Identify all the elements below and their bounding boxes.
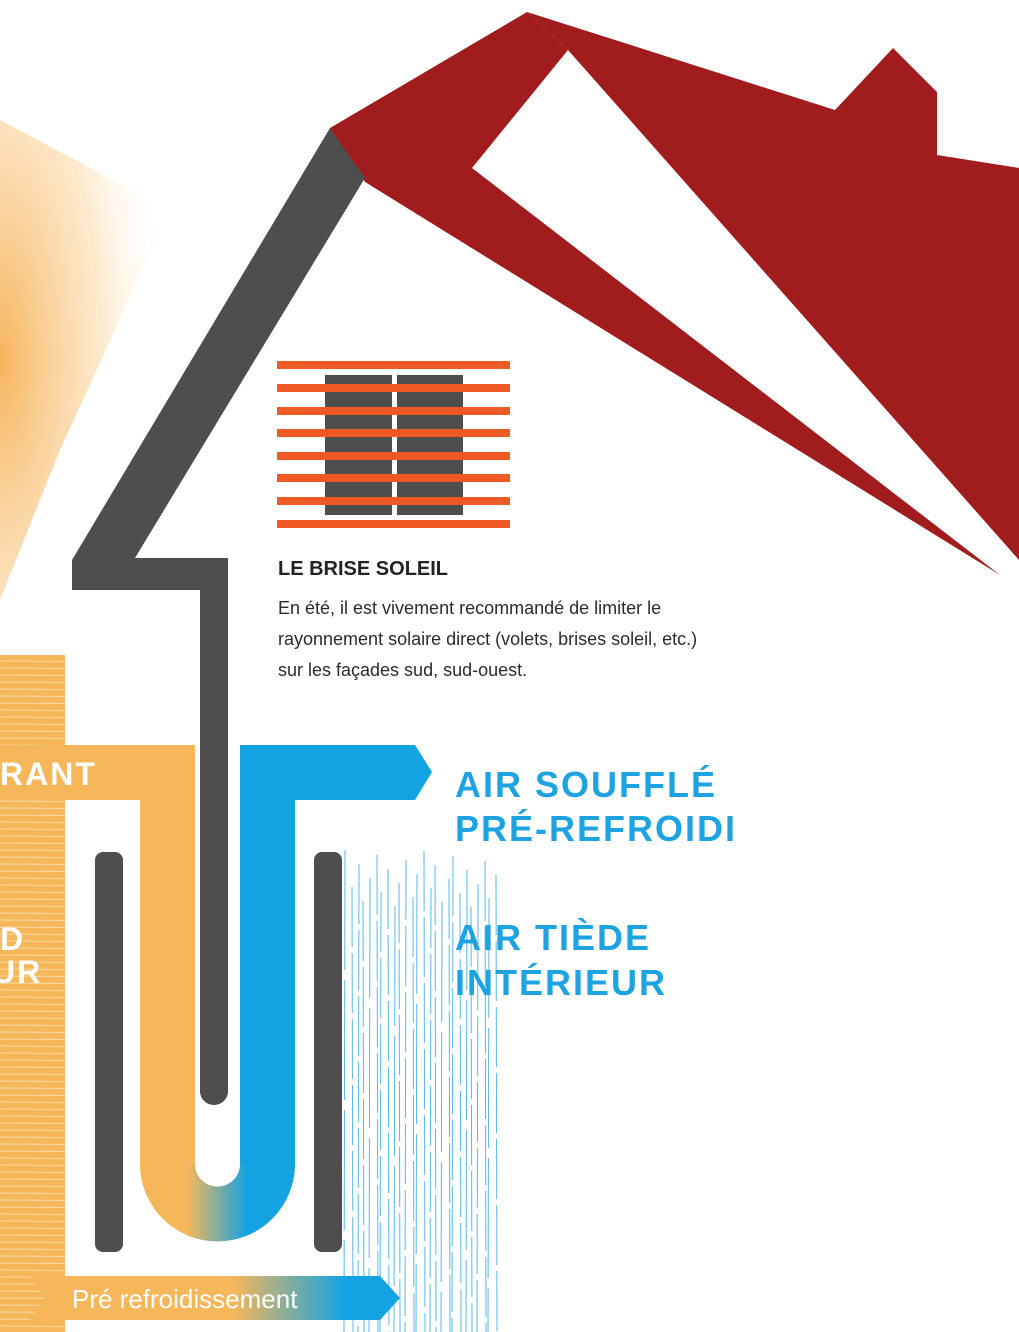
air-line: [379, 891, 382, 1332]
roof-back: [527, 12, 1019, 560]
outlet-pipe: [240, 770, 295, 1165]
bottom-label: Pré refroidissement: [72, 1284, 298, 1314]
air-line: [362, 900, 365, 1332]
interior-air-lines: [343, 849, 498, 1332]
air-line: [351, 886, 354, 1332]
air-line: [434, 864, 437, 1332]
air-line: [387, 868, 390, 1332]
intake-pipe: [140, 745, 195, 1165]
air-line: [476, 883, 479, 1332]
cut-label: UR: [0, 954, 42, 990]
ground-wall: [314, 852, 342, 1252]
air-line: [465, 869, 468, 1332]
paragraph-line: rayonnement solaire direct (volets, bris…: [278, 629, 697, 649]
air-line: [343, 849, 346, 1332]
air-label: INTÉRIEUR: [455, 962, 667, 1003]
air-line: [487, 897, 490, 1332]
air-line: [404, 859, 407, 1332]
pipe-bend: [140, 1162, 295, 1242]
air-label: AIR SOUFFLÉ: [455, 764, 717, 805]
air-line: [470, 906, 473, 1332]
window-pane: [397, 375, 463, 515]
outlet-arrow: [240, 745, 432, 800]
air-line: [415, 873, 418, 1332]
air-line: [459, 892, 462, 1332]
air-line: [357, 863, 360, 1332]
cut-label: D: [0, 921, 25, 957]
paragraph-line: sur les façades sud, sud-ouest.: [278, 660, 527, 680]
air-line: [393, 905, 396, 1332]
air-line: [451, 855, 454, 1332]
air-line: [429, 887, 432, 1332]
air-line: [484, 860, 487, 1332]
paragraph-line: En été, il est vivement recommandé de li…: [278, 598, 661, 618]
ground-wall: [95, 852, 123, 1252]
air-line: [398, 882, 401, 1332]
air-line: [368, 877, 371, 1332]
air-line: [376, 854, 379, 1332]
bottom-arrow: [30, 1276, 400, 1320]
air-line: [412, 896, 415, 1332]
cut-label: RANT: [0, 756, 97, 792]
air-label: PRÉ-REFROIDI: [455, 808, 737, 849]
blind-slats: [277, 361, 510, 528]
air-line: [448, 878, 451, 1332]
section-title: LE BRISE SOLEIL: [278, 558, 448, 580]
sun-glow: [0, 120, 170, 600]
window-pane: [325, 375, 392, 515]
air-label: AIR TIÈDE: [455, 917, 651, 958]
air-line: [495, 874, 498, 1332]
air-line: [423, 850, 426, 1332]
air-line: [440, 901, 443, 1332]
central-pipe: [200, 560, 228, 1105]
wall-outline: [72, 128, 365, 590]
